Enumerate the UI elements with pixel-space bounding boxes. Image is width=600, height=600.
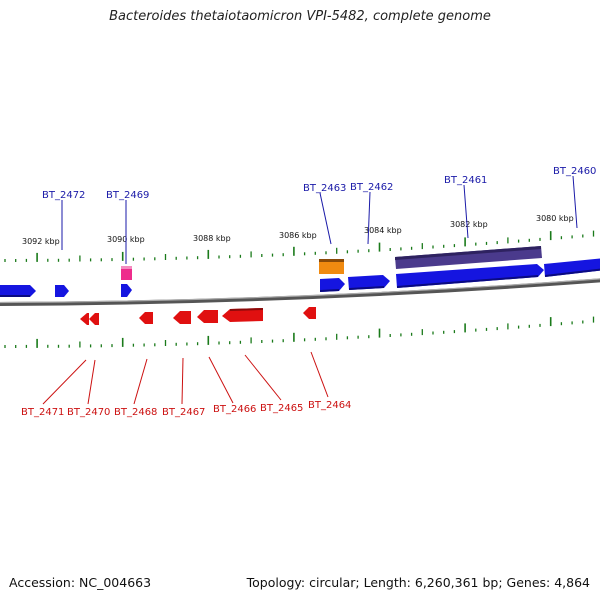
gene-bt-2463[interactable] (320, 278, 345, 292)
scale-label-3088: 3088 kbp (193, 234, 231, 243)
leader-bt-2466 (208, 356, 234, 404)
gene-label-bt-2467[interactable]: BT_2467 (162, 407, 205, 418)
leader-bt-2461 (463, 184, 469, 239)
gene-bt-2472[interactable] (0, 285, 36, 297)
gene-label-bt-2468[interactable]: BT_2468 (114, 407, 157, 418)
purple-feature[interactable] (395, 246, 542, 269)
scale-label-3086: 3086 kbp (279, 231, 317, 240)
genome-backbone (0, 278, 600, 306)
gene-bt-2464[interactable] (303, 307, 316, 319)
leader-bt-2471 (42, 359, 87, 405)
genome-backbone-highlight (0, 278, 600, 304)
gene-label-bt-2469[interactable]: BT_2469 (106, 190, 149, 201)
bottom-tick-row (4, 316, 595, 348)
gene-bt-2470[interactable] (89, 313, 99, 325)
gene-label-bt-2464[interactable]: BT_2464 (308, 400, 351, 411)
gene-bt-2460[interactable] (544, 258, 600, 277)
scale-label-3080: 3080 kbp (536, 214, 574, 223)
scale-label-3092: 3092 kbp (22, 237, 60, 246)
leader-bt-2464 (310, 351, 329, 398)
gene-bt-2465[interactable] (222, 308, 263, 322)
top-tick-row (4, 230, 595, 262)
leader-bt-2463 (319, 192, 332, 245)
gene-label-bt-2460[interactable]: BT_2460 (553, 166, 596, 177)
gene-bt-2462[interactable] (348, 275, 390, 290)
gene-bt-2467[interactable] (173, 311, 191, 324)
genome-summary-text: Topology: circular; Length: 6,260,361 bp… (246, 575, 590, 590)
gene-label-bt-2471[interactable]: BT_2471 (21, 407, 64, 418)
leader-bt-2467 (181, 357, 184, 405)
gene-label-bt-2472[interactable]: BT_2472 (42, 190, 85, 201)
leader-bt-2470 (87, 359, 96, 405)
gene-label-bt-2466[interactable]: BT_2466 (213, 404, 256, 415)
scale-label-3084: 3084 kbp (364, 226, 402, 235)
gene-bt-2466[interactable] (197, 310, 218, 323)
gene-label-bt-2465[interactable]: BT_2465 (260, 403, 303, 414)
gene-label-bt-2462[interactable]: BT_2462 (350, 182, 393, 193)
gene-label-bt-2463[interactable]: BT_2463 (303, 183, 346, 194)
leader-bt-2465 (244, 354, 282, 401)
gene-bt-2469[interactable] (121, 284, 132, 297)
leader-bt-2460 (572, 175, 578, 229)
gene-bt-2471[interactable] (80, 313, 89, 325)
gene-bt-2472-b[interactable] (55, 285, 69, 297)
gene-bt-2461[interactable] (396, 264, 544, 288)
leader-bt-2462 (367, 191, 371, 245)
gene-bt-2468[interactable] (139, 312, 153, 324)
genome-title: Bacteroides thetaiotaomicron VPI-5482, c… (109, 9, 491, 24)
leader-bt-2468 (133, 358, 148, 405)
accession-text: Accession: NC_004663 (9, 575, 152, 590)
pink-feature[interactable] (121, 266, 132, 280)
gene-label-bt-2461[interactable]: BT_2461 (444, 175, 487, 186)
orange-feature[interactable] (319, 259, 344, 274)
gene-label-bt-2470[interactable]: BT_2470 (67, 407, 110, 418)
scale-label-3082: 3082 kbp (450, 220, 488, 229)
